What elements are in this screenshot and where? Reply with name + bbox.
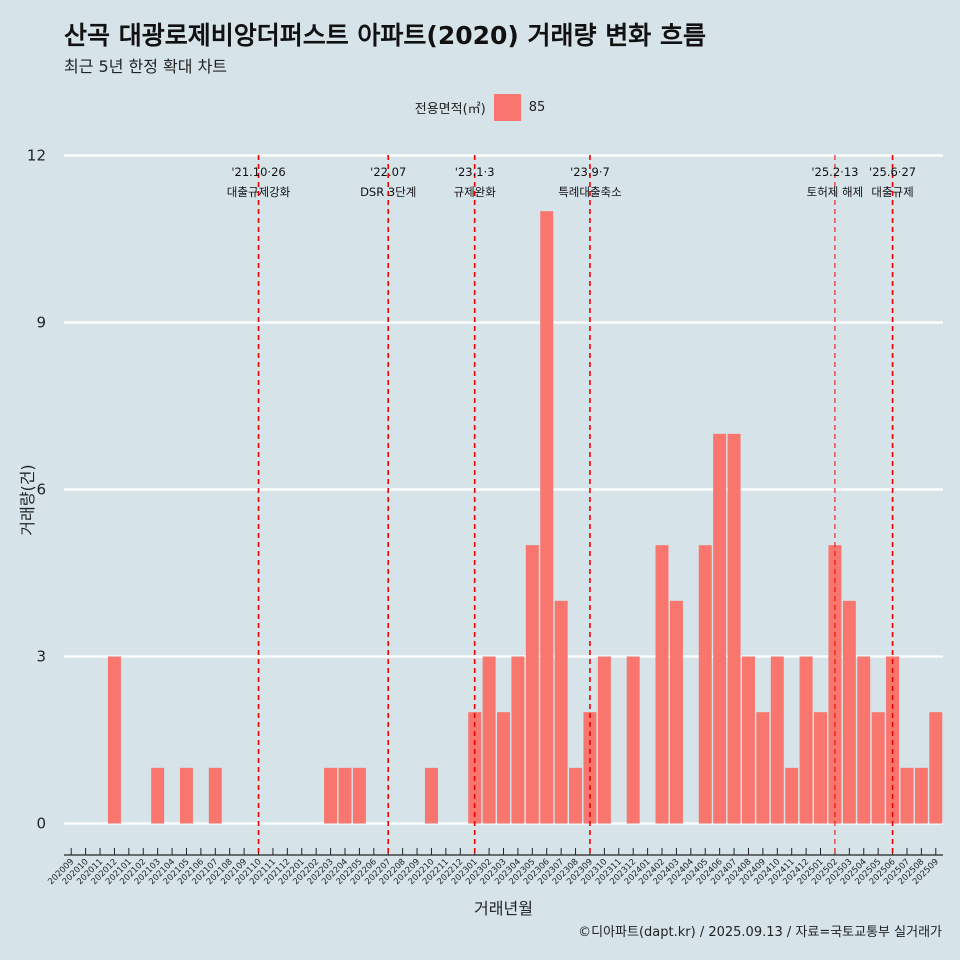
- y-tick-label: 0: [36, 815, 46, 833]
- event-label: 대출규제강화: [227, 185, 291, 199]
- bar-202406: [713, 433, 727, 824]
- bar-202411: [785, 767, 799, 824]
- event-date: '21.10·26: [231, 165, 285, 179]
- bar-202204: [338, 767, 352, 824]
- bar-202502: [828, 545, 842, 824]
- event-date: '25.6·27: [869, 165, 916, 179]
- event-date: '23.1·3: [455, 165, 495, 179]
- bar-202307: [554, 600, 568, 824]
- bar-202501: [814, 712, 828, 824]
- bar-202403: [669, 600, 683, 824]
- y-axis-title: 거래량(건): [18, 464, 37, 535]
- bar-202105: [179, 767, 193, 824]
- y-tick-label: 12: [27, 147, 46, 165]
- bar-202410: [770, 656, 784, 824]
- bar-202508: [914, 767, 928, 824]
- bar-202302: [482, 656, 496, 824]
- bar-202205: [352, 767, 366, 824]
- bar-202408: [741, 656, 755, 824]
- event-label: 특례대출축소: [558, 185, 621, 199]
- source-caption: ©디아파트(dapt.kr) / 2025.09.13 / 자료=국토교통부 실…: [578, 925, 942, 940]
- bar-202407: [727, 433, 741, 824]
- bar-202409: [756, 712, 770, 824]
- bar-202107: [208, 767, 222, 824]
- event-label: 대출규제: [871, 185, 913, 199]
- bar-202305: [525, 545, 539, 824]
- bar-202304: [511, 656, 525, 824]
- legend: 전용면적(㎡) 85: [0, 94, 960, 121]
- bar-202402: [655, 545, 669, 824]
- bar-202012: [107, 656, 121, 824]
- bar-202303: [497, 712, 510, 824]
- legend-title: 전용면적(㎡): [414, 102, 486, 117]
- bar-202405: [698, 545, 712, 824]
- bar-202310: [597, 656, 611, 824]
- bar-202203: [324, 767, 338, 824]
- y-tick-label: 3: [36, 648, 46, 666]
- x-axis-title: 거래년월: [474, 899, 533, 918]
- bar-202306: [540, 211, 554, 824]
- chart-subtitle: 최근 5년 한정 확대 차트: [64, 57, 228, 76]
- event-label: 규제완화: [454, 185, 497, 199]
- legend-item-label: 85: [528, 100, 546, 115]
- event-label: DSR 3단계: [360, 185, 416, 199]
- bar-202210: [424, 767, 438, 824]
- bar-202504: [857, 656, 871, 824]
- bar-202103: [151, 767, 165, 824]
- bar-202505: [871, 712, 885, 824]
- event-date: '25.2·13: [811, 165, 858, 179]
- event-date: '22.07: [370, 165, 406, 179]
- bar-202412: [799, 656, 813, 824]
- bar-202509: [929, 712, 943, 824]
- event-label: 토허제 해제: [807, 185, 864, 199]
- y-tick-label: 6: [36, 481, 46, 499]
- bar-202507: [900, 767, 914, 824]
- y-tick-label: 9: [36, 314, 46, 332]
- chart-title: 산곡 대광로제비앙더퍼스트 아파트(2020) 거래량 변화 흐름: [64, 21, 706, 50]
- bar-202308: [569, 767, 583, 824]
- event-date: '23.9·7: [570, 165, 610, 179]
- legend-swatch: [493, 94, 521, 121]
- bar-202312: [626, 656, 640, 824]
- bar-202503: [842, 600, 856, 824]
